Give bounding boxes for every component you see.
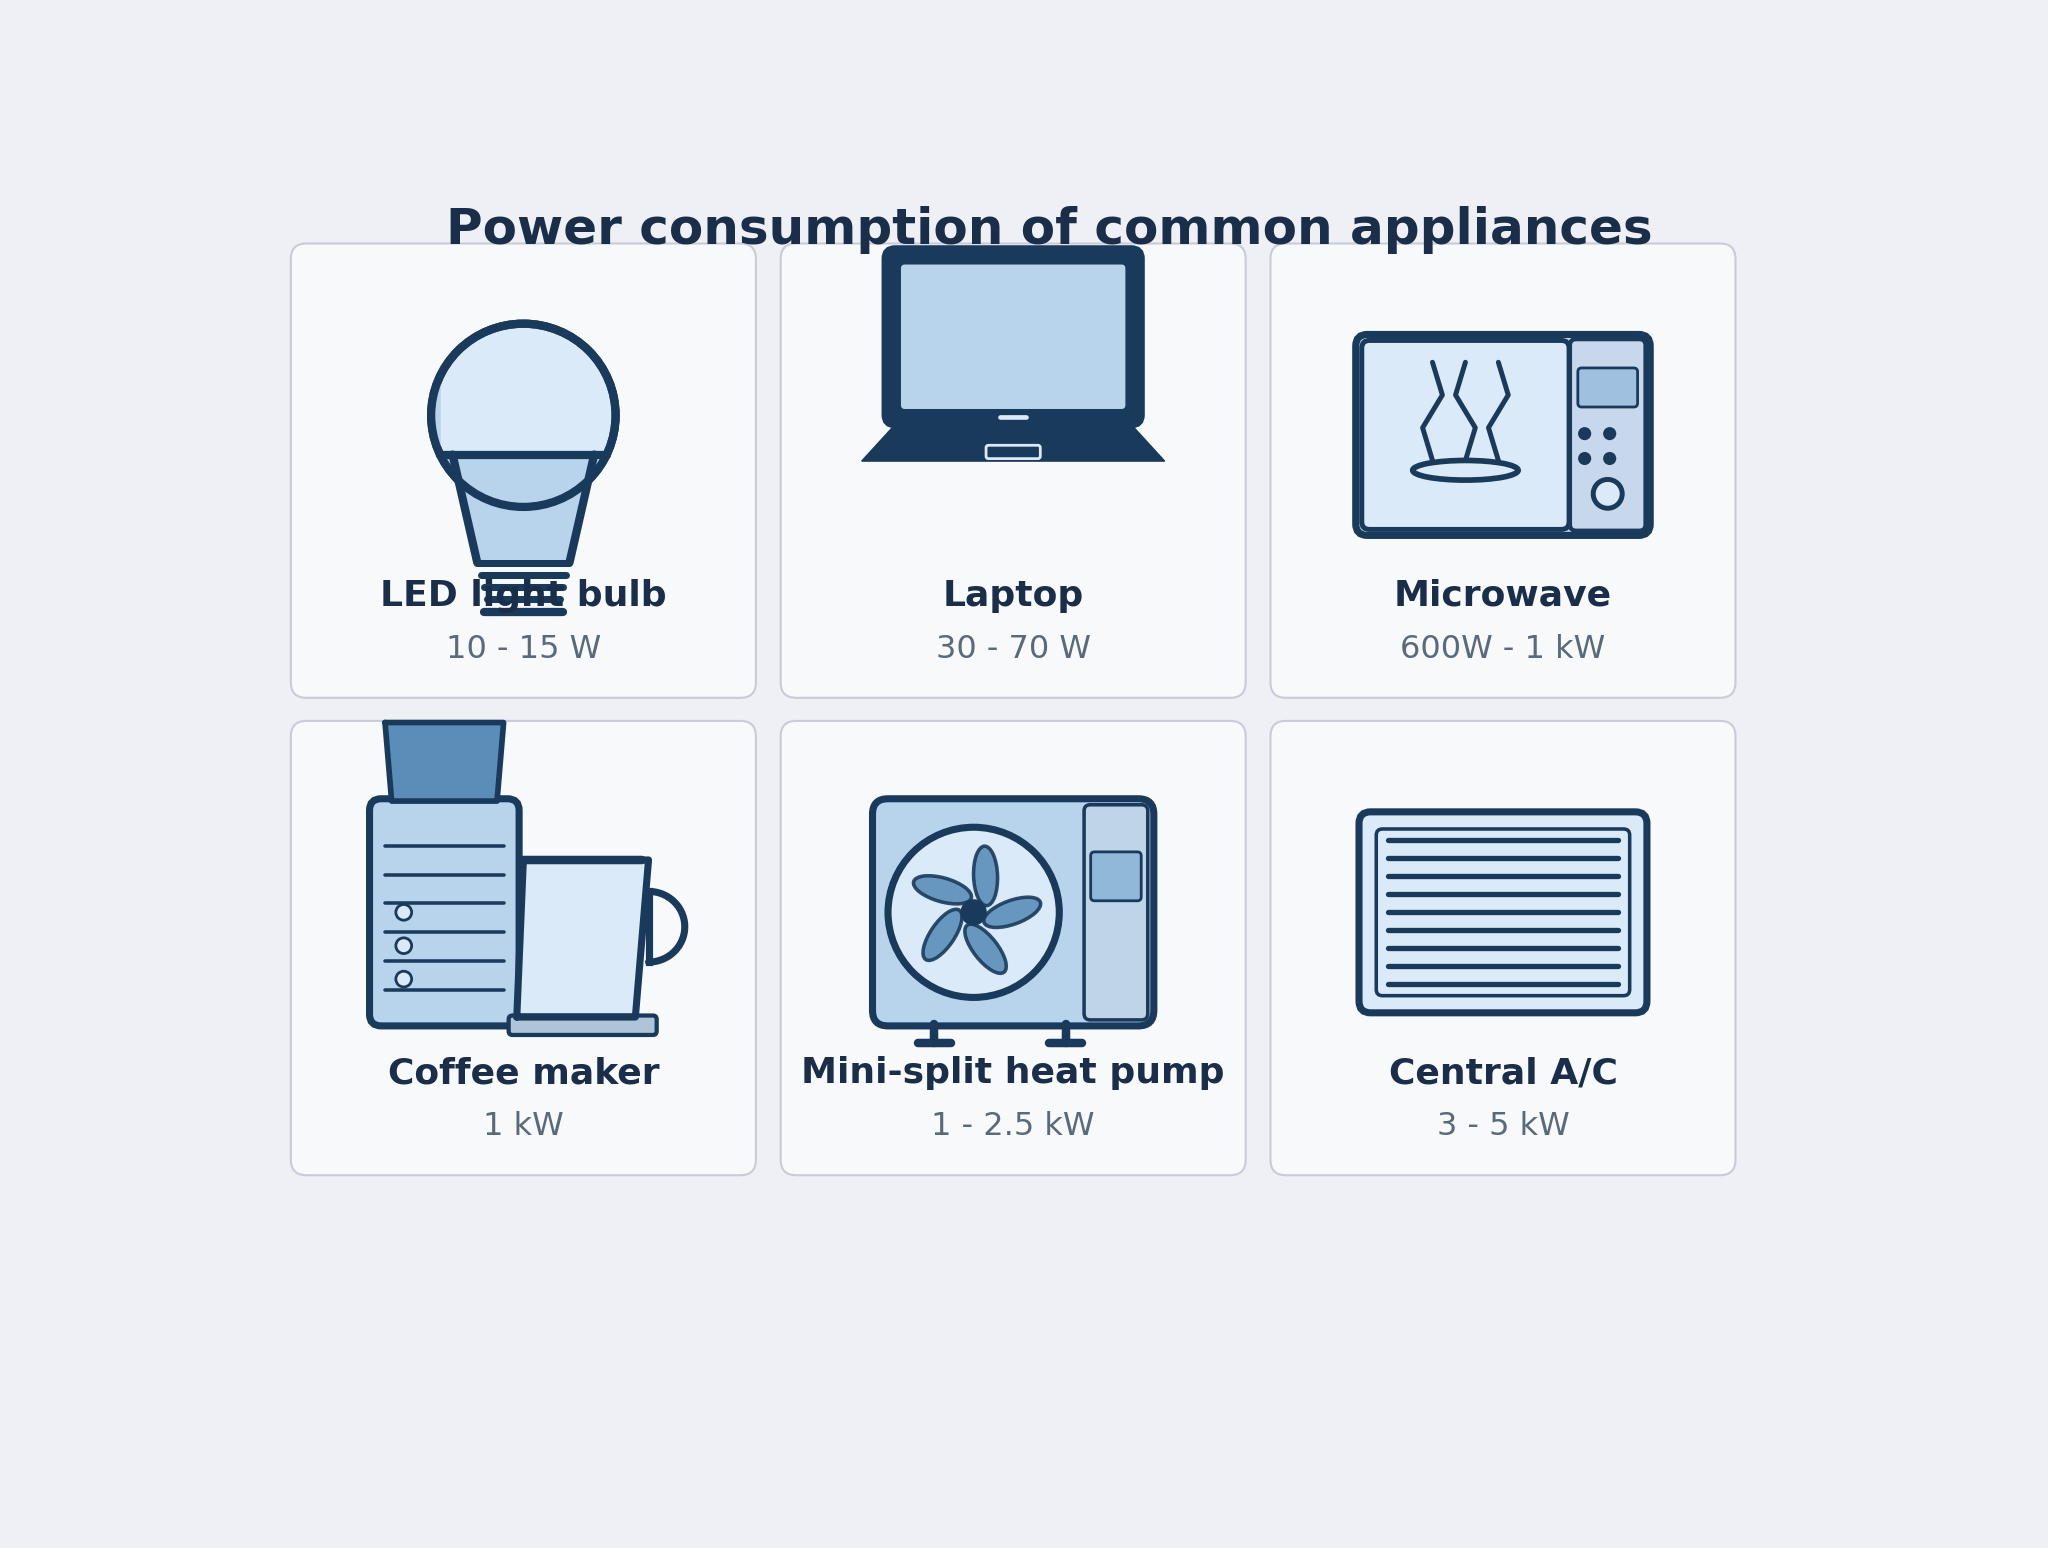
FancyBboxPatch shape xyxy=(780,243,1245,698)
FancyBboxPatch shape xyxy=(1083,805,1147,1020)
Circle shape xyxy=(395,971,412,988)
Polygon shape xyxy=(385,723,504,800)
FancyBboxPatch shape xyxy=(885,249,1141,424)
Circle shape xyxy=(1579,452,1591,464)
Text: 3 - 5 kW: 3 - 5 kW xyxy=(1436,1111,1569,1142)
Text: Laptop: Laptop xyxy=(942,579,1083,613)
FancyBboxPatch shape xyxy=(1571,339,1645,531)
FancyBboxPatch shape xyxy=(1376,830,1630,995)
FancyBboxPatch shape xyxy=(872,799,1153,1026)
FancyBboxPatch shape xyxy=(901,265,1126,409)
FancyBboxPatch shape xyxy=(1270,243,1735,698)
Text: 10 - 15 W: 10 - 15 W xyxy=(446,633,600,664)
Ellipse shape xyxy=(965,924,1006,974)
FancyBboxPatch shape xyxy=(1270,721,1735,1175)
Ellipse shape xyxy=(973,847,997,906)
Polygon shape xyxy=(432,376,606,506)
FancyBboxPatch shape xyxy=(1360,811,1647,1012)
FancyBboxPatch shape xyxy=(1362,341,1569,529)
Text: 1 - 2.5 kW: 1 - 2.5 kW xyxy=(932,1111,1096,1142)
Circle shape xyxy=(395,904,412,920)
FancyBboxPatch shape xyxy=(291,243,756,698)
FancyBboxPatch shape xyxy=(1356,334,1651,536)
Circle shape xyxy=(1604,452,1616,464)
Text: LED light bulb: LED light bulb xyxy=(381,579,668,613)
FancyBboxPatch shape xyxy=(369,799,518,1026)
FancyBboxPatch shape xyxy=(508,1015,657,1036)
Polygon shape xyxy=(453,455,594,562)
Polygon shape xyxy=(862,426,1165,461)
Circle shape xyxy=(1593,480,1622,508)
Text: Power consumption of common appliances: Power consumption of common appliances xyxy=(446,206,1653,254)
Text: 1 kW: 1 kW xyxy=(483,1111,563,1142)
Ellipse shape xyxy=(983,898,1040,927)
Ellipse shape xyxy=(924,909,963,960)
Circle shape xyxy=(1604,427,1616,440)
Text: Coffee maker: Coffee maker xyxy=(387,1056,659,1090)
Text: 600W - 1 kW: 600W - 1 kW xyxy=(1401,633,1606,664)
Text: Mini-split heat pump: Mini-split heat pump xyxy=(801,1056,1225,1090)
FancyBboxPatch shape xyxy=(780,721,1245,1175)
Circle shape xyxy=(961,899,987,926)
FancyBboxPatch shape xyxy=(291,721,756,1175)
Circle shape xyxy=(395,938,412,954)
Ellipse shape xyxy=(913,876,971,904)
FancyBboxPatch shape xyxy=(1092,851,1141,901)
Text: 30 - 70 W: 30 - 70 W xyxy=(936,633,1092,664)
Text: Central A/C: Central A/C xyxy=(1389,1056,1618,1090)
Polygon shape xyxy=(516,861,649,1017)
Circle shape xyxy=(1579,427,1591,440)
Circle shape xyxy=(432,324,616,506)
Text: Microwave: Microwave xyxy=(1395,579,1612,613)
FancyBboxPatch shape xyxy=(1577,368,1638,407)
Circle shape xyxy=(889,827,1059,997)
